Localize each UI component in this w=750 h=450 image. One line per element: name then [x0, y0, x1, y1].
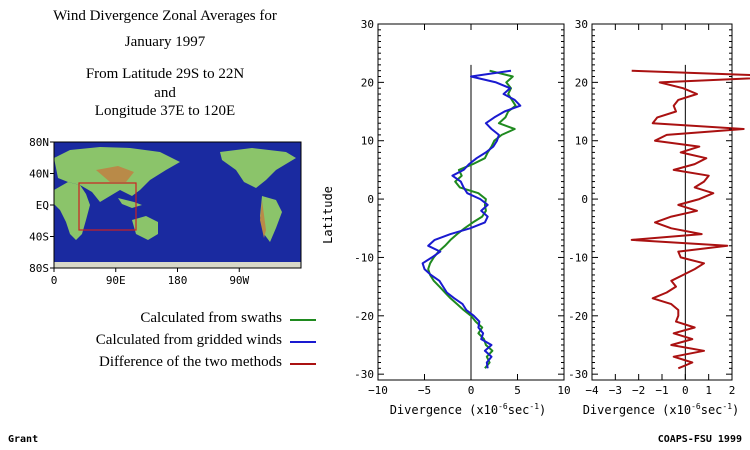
- map-x-tick-label: 180: [168, 274, 188, 287]
- map-x-tick-label: 0: [51, 274, 58, 287]
- footer-author: Grant: [8, 434, 39, 445]
- c2-x-tick-label: 2: [729, 384, 736, 397]
- c2-y-tick-label: 30: [575, 18, 588, 31]
- chart1-y-axis-label: Latitude: [321, 186, 335, 244]
- legend-label-gridded: Calculated from gridded winds: [95, 332, 282, 348]
- c2-plot-frame: [591, 23, 733, 381]
- c2-y-tick-label: 10: [575, 135, 588, 148]
- world-map: 80N 40N EQ 40S 80S 0 90E 180 90W: [29, 136, 302, 287]
- legend-swatch-difference: [290, 363, 316, 365]
- chart2-x-axis-label: Divergence (x10-6sec-1): [583, 402, 740, 417]
- c2-x-tick-label: −4: [585, 384, 599, 397]
- map-land-africa: [54, 182, 90, 240]
- c1-series-1-line: [421, 69, 522, 369]
- c2-x-tick-label: −3: [609, 384, 622, 397]
- c2-y-tick-label: 0: [581, 193, 588, 206]
- map-y-tick-label: 40S: [29, 231, 49, 244]
- divergence-chart-methods: Latitude -30 -20 -10 0 10 20 30 −10 −5 0 5 10 Diver…: [321, 18, 571, 417]
- chart-title: Wind Divergence Zonal Averages for: [53, 8, 277, 24]
- legend-item-swaths: Calculated from swaths: [8, 310, 320, 330]
- c2-x-tick-label: 0: [682, 384, 689, 397]
- footer-credit: COAPS-FSU 1999: [657, 434, 742, 445]
- c2-y-tick-label: 20: [575, 76, 588, 89]
- c1-x-tick-label: 10: [557, 384, 570, 397]
- c1-y-tick-label: -10: [354, 251, 374, 264]
- map-x-tick-labels: 0 90E 180 90W: [51, 268, 250, 287]
- legend-swatch-gridded: [290, 341, 316, 343]
- c1-x-tick-label: 0: [468, 384, 475, 397]
- c1-x-tick-label: −10: [368, 384, 388, 397]
- legend-item-gridded: Calculated from gridded winds: [8, 332, 320, 352]
- legend-label-swaths: Calculated from swaths: [140, 310, 282, 326]
- legend-label-difference: Difference of the two methods: [99, 354, 282, 370]
- c2-x-tick-label: 1: [705, 384, 712, 397]
- c2-y-tick-label: -10: [568, 251, 588, 264]
- c1-y-tick-label: 30: [361, 18, 374, 31]
- c2-x-tick-label: −2: [632, 384, 645, 397]
- map-mountains-himalaya: [96, 166, 134, 182]
- range-line-and: and: [154, 85, 176, 101]
- range-line-longitude: Longitude 37E to 120E: [94, 103, 236, 119]
- map-x-tick-label: 90E: [106, 274, 126, 287]
- map-x-tick-label: 90W: [229, 274, 249, 287]
- map-y-tick-label: EQ: [36, 199, 49, 212]
- chart-subtitle-date: January 1997: [124, 34, 206, 50]
- chart1-x-axis-label: Divergence (x10-6sec-1): [390, 402, 547, 417]
- c1-y-tick-label: 0: [367, 193, 374, 206]
- map-y-tick-label: 80S: [29, 262, 49, 275]
- c1-y-tick-label: 10: [361, 135, 374, 148]
- legend-item-difference: Difference of the two methods: [8, 354, 320, 374]
- c1-x-tick-label: −5: [418, 384, 431, 397]
- c2-series-0-line: [630, 69, 750, 370]
- divergence-chart-difference: -30 -20 -10 0 10 20 30 −4 −3 −2 −1 0 1 2 Divergence (…: [568, 18, 750, 417]
- legend-swatch-swaths: [290, 319, 316, 321]
- c1-x-tick-label: 5: [514, 384, 521, 397]
- c1-y-tick-label: -30: [354, 368, 374, 381]
- c1-y-tick-label: -20: [354, 310, 374, 323]
- map-y-tick-label: 40N: [29, 168, 49, 181]
- c1-y-tick-label: 20: [361, 76, 374, 89]
- map-y-tick-label: 80N: [29, 136, 49, 149]
- map-mountains-andes: [260, 200, 266, 238]
- c2-x-tick-label: −1: [655, 384, 668, 397]
- range-line-latitude: From Latitude 29S to 22N: [85, 66, 245, 82]
- map-land-australia: [132, 216, 158, 240]
- averaging-region-box: [78, 182, 137, 231]
- map-land-north-america: [220, 148, 296, 188]
- c2-y-tick-label: -30: [568, 368, 588, 381]
- c2-y-tick-label: -20: [568, 310, 588, 323]
- c1-series-0-line: [427, 69, 517, 369]
- map-land-antarctica: [54, 262, 301, 268]
- map-y-tick-labels: 80N 40N EQ 40S 80S: [29, 136, 54, 275]
